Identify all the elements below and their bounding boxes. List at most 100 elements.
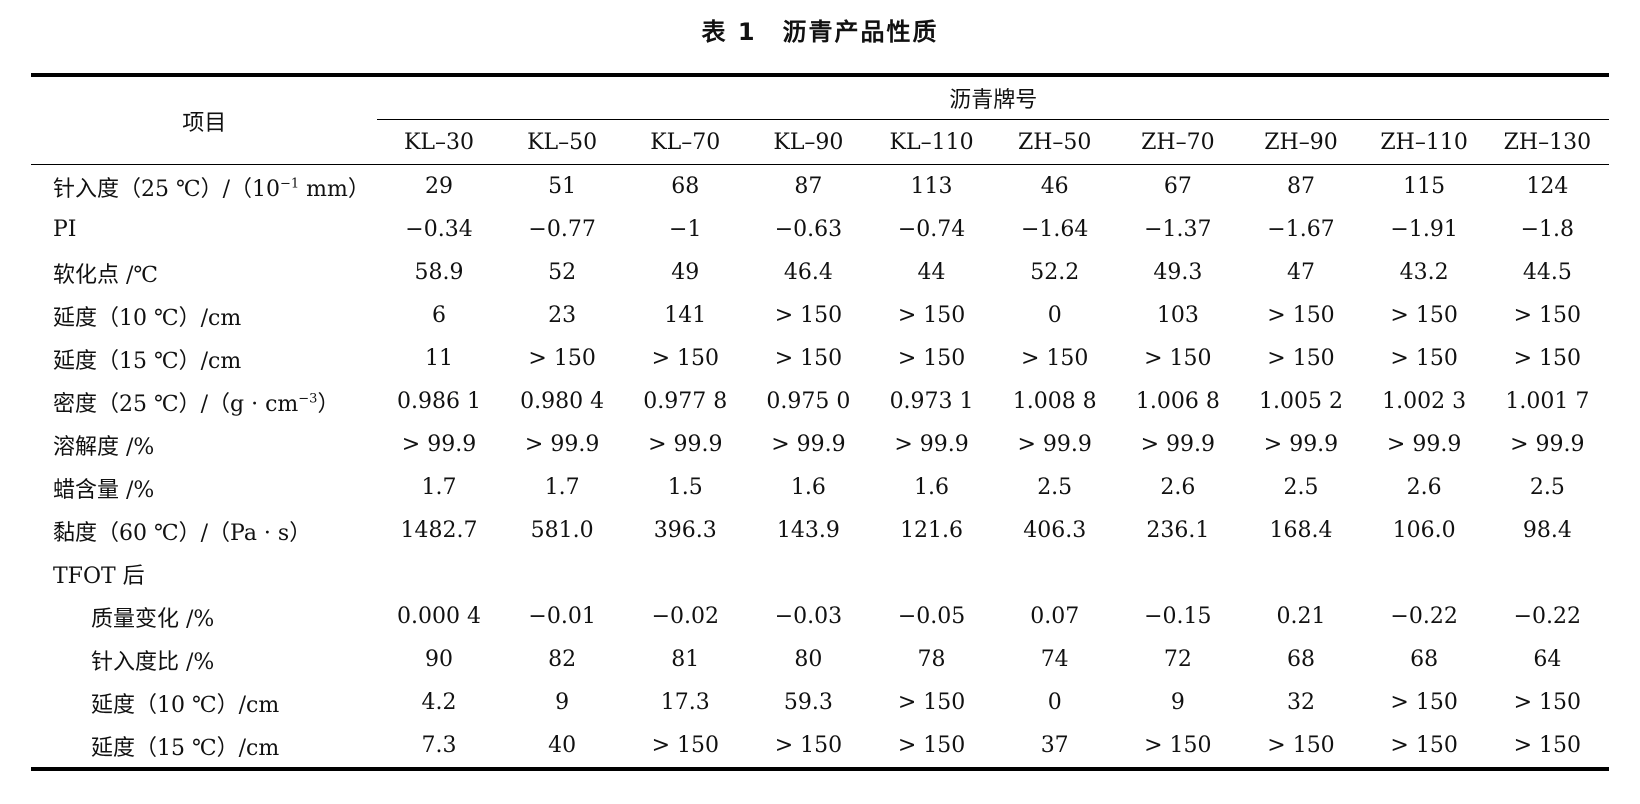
data-cell: 406.3 <box>1023 518 1087 543</box>
data-cell: 46.4 <box>783 260 833 285</box>
data-cell: > 99.9 <box>1140 432 1216 457</box>
data-cell: 0 <box>1047 303 1062 328</box>
data-cell: 1.7 <box>421 475 457 500</box>
data-cell: 68 <box>671 174 700 199</box>
data-cell: 0.21 <box>1276 604 1326 629</box>
data-cell <box>501 552 624 595</box>
row-label: 延度（15 ℃）/cm <box>53 348 242 374</box>
table-title: 表 1 沥青产品性质 <box>701 18 939 46</box>
data-cell: −0.63 <box>774 217 843 242</box>
grade-group-header: 沥青牌号 <box>377 75 1609 120</box>
data-cell: 49.3 <box>1153 260 1203 285</box>
data-cell: 87 <box>1286 174 1315 199</box>
data-cell: 0.980 4 <box>520 389 605 414</box>
data-cell: 1.5 <box>667 475 703 500</box>
data-cell: > 150 <box>897 303 966 328</box>
row-label: TFOT 后 <box>53 563 145 589</box>
table-row: PI −0.34 −0.77 −1 −0.63 −0.74 −1.64 −1.37 −1.67 −… <box>31 208 1609 251</box>
table-row: 针入度比 /% 90 82 81 80 78 74 72 68 68 64 <box>31 638 1609 681</box>
data-cell <box>993 552 1116 595</box>
data-cell: −1 <box>669 217 702 242</box>
row-label: 溶解度 /% <box>53 434 155 460</box>
data-cell: −0.22 <box>1513 604 1582 629</box>
data-cell: 72 <box>1163 647 1192 672</box>
data-cell: −0.05 <box>897 604 966 629</box>
row-label: 针入度比 /% <box>91 649 215 675</box>
data-cell: 29 <box>424 174 453 199</box>
data-cell: 0.986 1 <box>397 389 481 414</box>
data-cell: 7.3 <box>421 733 457 758</box>
data-cell: > 99.9 <box>1386 432 1462 457</box>
data-cell: 47 <box>1286 260 1315 285</box>
data-cell: 43.2 <box>1399 260 1449 285</box>
data-cell: −0.02 <box>651 604 719 629</box>
data-cell: > 150 <box>1390 733 1458 758</box>
row-label: 软化点 /℃ <box>53 262 159 288</box>
data-cell: > 150 <box>1513 303 1582 328</box>
data-cell <box>377 552 500 595</box>
table-header: 项目 沥青牌号 KL–30 KL–50 KL–70 KL–90 KL–110 Z… <box>31 75 1609 165</box>
data-cell: 98.4 <box>1522 518 1572 543</box>
data-cell: 236.1 <box>1146 518 1210 543</box>
data-cell: 0.07 <box>1030 604 1080 629</box>
data-cell: > 150 <box>651 733 719 758</box>
data-cell: > 150 <box>1144 346 1212 371</box>
data-cell: > 99.9 <box>1510 432 1585 457</box>
section-row: TFOT 后 <box>31 552 1609 595</box>
data-cell: 17.3 <box>660 690 710 715</box>
data-cell: 1.6 <box>914 475 950 500</box>
data-cell: −0.01 <box>528 604 596 629</box>
table-row: 软化点 /℃ 58.9 52 49 46.4 44 52.2 49.3 47 43.2 44.5 <box>31 251 1609 294</box>
data-cell: > 99.9 <box>1017 432 1092 457</box>
data-cell: 106.0 <box>1392 518 1456 543</box>
data-cell: 115 <box>1403 174 1446 199</box>
table-row: 黏度（60 ℃）/（Pa · s） 1482.7 581.0 396.3 143.9 12… <box>31 509 1609 552</box>
table-row: 溶解度 /% > 99.9 > 99.9 > 99.9 > 99.9 > 99.9 > 99… <box>31 423 1609 466</box>
data-cell: 67 <box>1163 174 1192 199</box>
item-column-header: 项目 <box>31 75 378 165</box>
column-header: ZH–50 <box>993 119 1117 165</box>
data-cell: 0.973 1 <box>889 389 974 414</box>
table-row: 延度（10 ℃）/cm 6 23 141 > 150 > 150 0 103 > 150 > 15… <box>31 294 1609 337</box>
data-cell: 74 <box>1040 647 1069 672</box>
data-cell: 141 <box>664 303 707 328</box>
data-cell: > 99.9 <box>894 432 969 457</box>
data-cell: > 150 <box>1513 690 1582 715</box>
data-cell: 2.5 <box>1529 475 1565 500</box>
data-cell: 168.4 <box>1269 518 1333 543</box>
data-cell: 1.006 8 <box>1135 389 1220 414</box>
column-header: ZH–110 <box>1362 119 1486 165</box>
data-cell <box>747 552 870 595</box>
row-label: 延度（10 ℃）/cm <box>91 692 280 718</box>
data-cell: 90 <box>424 647 453 672</box>
data-cell: 2.5 <box>1037 475 1073 500</box>
data-cell <box>870 552 993 595</box>
data-cell: > 150 <box>897 733 966 758</box>
data-cell: 0.000 4 <box>397 604 481 629</box>
data-cell: > 150 <box>1390 346 1458 371</box>
data-cell: 81 <box>671 647 700 672</box>
data-cell <box>1363 552 1486 595</box>
asphalt-properties-table: 项目 沥青牌号 KL–30 KL–50 KL–70 KL–90 KL–110 Z… <box>31 73 1609 771</box>
data-cell: 1.002 3 <box>1382 389 1467 414</box>
data-cell: > 99.9 <box>401 432 477 457</box>
data-cell: > 150 <box>1390 303 1458 328</box>
data-cell: 1.001 7 <box>1505 389 1590 414</box>
data-cell: > 99.9 <box>771 432 846 457</box>
column-header: KL–90 <box>746 119 870 165</box>
data-cell: 46 <box>1040 174 1069 199</box>
data-cell: 23 <box>548 303 577 328</box>
column-header-row: KL–30 KL–50 KL–70 KL–90 KL–110 ZH–50 ZH–… <box>31 119 1609 165</box>
data-cell: 68 <box>1410 647 1439 672</box>
data-cell: > 150 <box>774 303 843 328</box>
data-cell: −1.8 <box>1520 217 1575 242</box>
data-cell: 44.5 <box>1522 260 1572 285</box>
data-cell: 124 <box>1526 174 1569 199</box>
data-cell: 11 <box>424 346 453 371</box>
data-cell: 2.6 <box>1406 475 1442 500</box>
column-header: KL–70 <box>623 119 747 165</box>
data-cell: > 150 <box>1513 346 1582 371</box>
data-cell: 9 <box>1170 690 1185 715</box>
data-cell: 0.975 0 <box>766 389 851 414</box>
